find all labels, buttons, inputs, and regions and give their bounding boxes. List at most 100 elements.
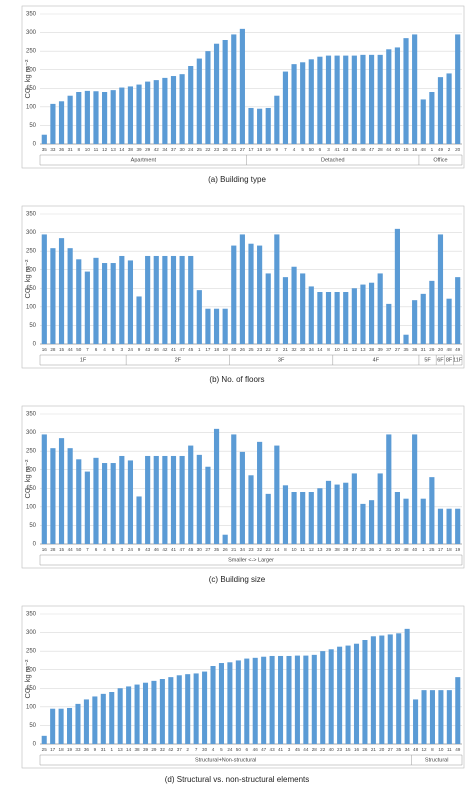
bar: [362, 640, 368, 744]
caption: (b) No. of floors: [209, 375, 264, 384]
y-tick-label: 350: [26, 612, 37, 618]
x-tick-label: 13: [317, 547, 323, 552]
x-tick-label: 23: [248, 547, 254, 552]
x-tick-label: 45: [188, 547, 194, 552]
x-tick-label: 25: [429, 547, 435, 552]
group-label: 2F: [175, 357, 182, 363]
bar: [248, 107, 254, 144]
bar: [274, 234, 280, 344]
bar: [337, 646, 343, 744]
bar: [278, 655, 284, 744]
x-tick-label: 14: [119, 147, 125, 152]
x-tick-label: 15: [59, 547, 65, 552]
bar: [325, 292, 332, 344]
bar: [188, 255, 194, 344]
x-tick-label: 41: [171, 347, 177, 352]
x-tick-label: 21: [231, 147, 237, 152]
bar: [239, 451, 245, 544]
x-tick-label: 28: [378, 147, 384, 152]
x-tick-label: 26: [362, 747, 368, 752]
y-tick-label: 250: [26, 449, 37, 455]
bar: [110, 90, 116, 144]
group-label: 6F: [437, 357, 444, 363]
bar: [93, 457, 99, 544]
bar: [351, 473, 357, 544]
bar: [274, 95, 280, 144]
y-tick-label: 50: [29, 323, 36, 329]
x-tick-label: 48: [421, 147, 427, 152]
x-tick-label: 11: [343, 347, 348, 352]
bar: [438, 690, 444, 744]
x-tick-label: 42: [168, 747, 174, 752]
x-tick-label: 47: [261, 747, 267, 752]
x-tick-label: 16: [412, 147, 418, 152]
bar: [41, 434, 47, 544]
x-tick-label: 43: [145, 347, 151, 352]
bar: [282, 277, 289, 344]
bar: [429, 690, 435, 744]
x-tick-label: 24: [227, 747, 233, 752]
bar: [50, 103, 56, 144]
bar: [109, 692, 115, 744]
x-tick-label: 21: [371, 747, 377, 752]
bar: [420, 293, 426, 344]
bar: [136, 296, 142, 344]
bar: [248, 243, 254, 344]
x-tick-label: 10: [85, 147, 91, 152]
x-tick-label: 29: [151, 747, 157, 752]
x-tick-label: 34: [405, 747, 411, 752]
x-tick-label: 39: [343, 547, 349, 552]
bar: [412, 434, 418, 544]
bar: [386, 49, 392, 144]
x-tick-label: 43: [343, 147, 349, 152]
x-tick-label: 46: [360, 147, 366, 152]
x-tick-label: 43: [145, 547, 151, 552]
bar: [368, 282, 375, 344]
bar: [170, 255, 177, 344]
bar: [394, 228, 400, 344]
bar: [142, 682, 149, 744]
x-tick-label: 32: [160, 747, 166, 752]
bar: [317, 56, 323, 144]
x-tick-label: 32: [257, 547, 263, 552]
bar: [231, 434, 237, 544]
bar: [291, 64, 297, 144]
bar: [185, 674, 191, 744]
x-tick-label: 41: [171, 547, 177, 552]
x-tick-label: 34: [240, 547, 246, 552]
bar: [325, 55, 332, 144]
x-tick-label: 13: [360, 347, 366, 352]
y-axis-label: CO₂ kg m⁻²: [23, 259, 32, 298]
bar: [265, 273, 271, 344]
x-tick-label: 25: [197, 147, 203, 152]
bar: [377, 473, 383, 544]
bar: [231, 34, 237, 144]
x-tick-label: 33: [50, 147, 56, 152]
x-tick-label: 16: [42, 347, 48, 352]
bar: [153, 80, 159, 144]
y-tick-label: 350: [26, 412, 37, 418]
x-tick-label: 17: [205, 347, 211, 352]
caption: (d) Structural vs. non-structural elemen…: [165, 775, 310, 784]
bar: [291, 266, 297, 344]
x-tick-label: 20: [455, 147, 461, 152]
bar: [403, 334, 409, 344]
bar: [119, 87, 125, 144]
x-tick-label: 47: [180, 347, 186, 352]
x-tick-label: 6: [95, 547, 98, 552]
bar: [377, 54, 383, 144]
x-tick-label: 6: [95, 347, 98, 352]
y-tick-label: 350: [26, 12, 37, 18]
panel-border: [21, 205, 465, 369]
x-tick-label: 40: [231, 347, 237, 352]
x-tick-label: 23: [337, 747, 343, 752]
x-tick-label: 5: [301, 147, 304, 152]
bar: [386, 434, 392, 544]
x-tick-label: 41: [335, 147, 341, 152]
x-tick-label: 29: [326, 547, 332, 552]
bar: [379, 635, 385, 744]
bar: [134, 684, 140, 744]
bar: [227, 662, 233, 744]
bar: [446, 73, 452, 144]
y-tick-label: 100: [26, 704, 37, 710]
